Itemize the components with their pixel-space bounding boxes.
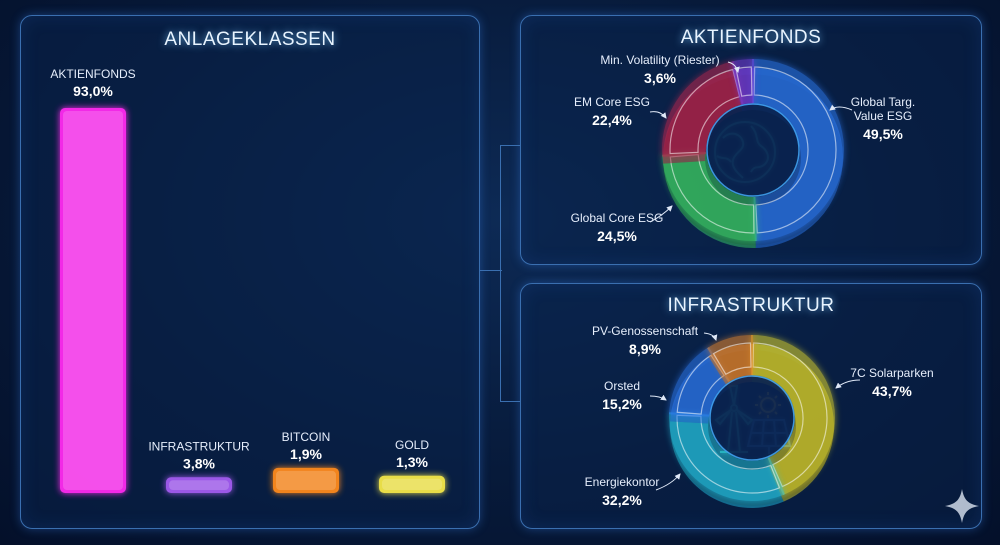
slice-face bbox=[669, 412, 785, 501]
slice-face bbox=[707, 334, 753, 383]
sparkle-icon bbox=[945, 489, 979, 523]
panel-title-anlageklassen: ANLAGEKLASSEN bbox=[164, 29, 336, 50]
connector-bracket bbox=[500, 145, 521, 402]
slice-label: PV-Genossenschaft bbox=[592, 324, 699, 338]
slice-orsted bbox=[669, 347, 731, 424]
slice-label: Min. Volatility (Riester) bbox=[600, 53, 719, 67]
bar-value-label: 1,3% bbox=[396, 454, 428, 470]
slice-inner-line bbox=[753, 66, 837, 234]
slice-pointer bbox=[829, 104, 853, 111]
panel-title-aktienfonds: AKTIENFONDS bbox=[680, 27, 822, 48]
slice-pointer bbox=[835, 379, 861, 389]
slice-inner-line bbox=[669, 153, 755, 234]
bar-gold bbox=[379, 475, 445, 493]
connector-line bbox=[480, 270, 502, 271]
slice-pointer bbox=[649, 394, 667, 401]
slice-value: 22,4% bbox=[592, 112, 632, 128]
slice-inner-line bbox=[676, 354, 725, 415]
bar-value-label: 3,8% bbox=[183, 455, 215, 471]
slice-label: 7C Solarparken bbox=[850, 366, 933, 380]
bar-infrastruktur bbox=[166, 477, 232, 493]
bar-category-label: BITCOIN bbox=[282, 430, 331, 444]
slice-energiekontor bbox=[669, 412, 785, 508]
slice-global-core-esg bbox=[662, 151, 757, 249]
slice-inner-line bbox=[752, 342, 828, 488]
slice-label: Global Targ. bbox=[851, 95, 915, 109]
slice-face bbox=[662, 61, 744, 157]
bar-highlight-aktienfonds bbox=[63, 111, 123, 490]
slice-label: Global Core ESG bbox=[571, 211, 664, 225]
bar-bitcoin bbox=[273, 467, 339, 493]
slice-em-core-esg bbox=[662, 61, 744, 164]
donut-center bbox=[709, 375, 795, 461]
bar-highlight-gold bbox=[382, 478, 442, 490]
slice-value: 24,5% bbox=[597, 228, 637, 244]
slice-pointer bbox=[655, 473, 681, 491]
bar-category-label: AKTIENFONDS bbox=[50, 67, 135, 81]
slice-value: 8,9% bbox=[629, 341, 661, 357]
slice-label: Value ESG bbox=[854, 109, 912, 123]
slice-face bbox=[752, 58, 845, 241]
bar-category-label: INFRASTRUKTUR bbox=[148, 439, 250, 453]
slice-inner-line bbox=[712, 342, 752, 376]
panel-title-infrastruktur: INFRASTRUKTUR bbox=[667, 295, 835, 316]
slice-face bbox=[662, 151, 757, 241]
slice-value: 3,6% bbox=[644, 70, 676, 86]
slice-inner-line bbox=[669, 68, 741, 155]
bar-value-label: 1,9% bbox=[290, 446, 322, 462]
slice-pointer bbox=[649, 111, 667, 119]
bar-category-label: GOLD bbox=[395, 438, 429, 452]
slice-pointer bbox=[649, 205, 673, 223]
slice-label: Orsted bbox=[604, 379, 640, 393]
donut-center bbox=[706, 103, 800, 197]
slice-pointer bbox=[703, 332, 718, 341]
slice-value: 49,5% bbox=[863, 126, 903, 142]
slice-label: Energiekontor bbox=[585, 475, 660, 489]
bar-aktienfonds bbox=[60, 108, 126, 493]
bar-highlight-infrastruktur bbox=[169, 480, 229, 490]
bar-highlight-bitcoin bbox=[276, 470, 336, 490]
slice-inner-line bbox=[676, 414, 781, 494]
slice-value: 32,2% bbox=[602, 492, 642, 508]
slice-value: 15,2% bbox=[602, 396, 642, 412]
slice-pointer bbox=[727, 61, 740, 73]
slice-value: 43,7% bbox=[872, 383, 912, 399]
slice-label: EM Core ESG bbox=[574, 95, 650, 109]
slice-inner-line bbox=[735, 66, 753, 97]
bar-value-label: 93,0% bbox=[73, 83, 113, 99]
